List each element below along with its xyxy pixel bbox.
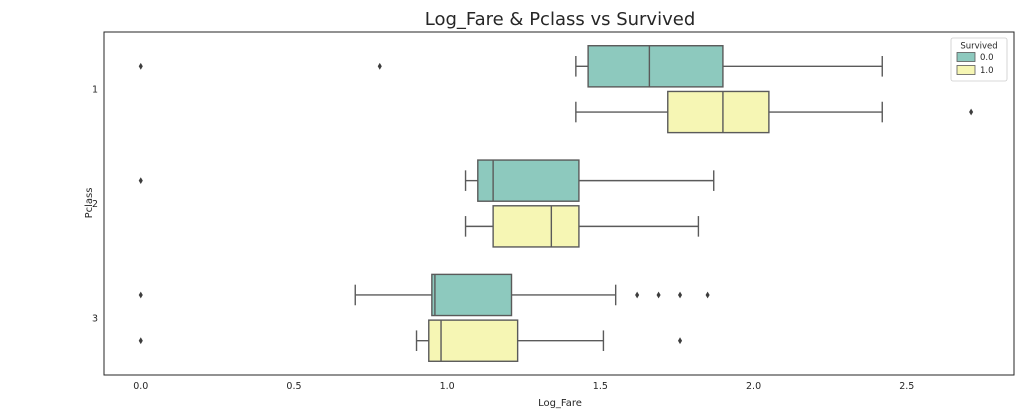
box-iqr — [477, 159, 580, 202]
box-iqr — [587, 45, 724, 88]
box-group — [138, 159, 715, 202]
legend-label: 0.0 — [980, 53, 994, 63]
x-tick-label: 2.0 — [746, 381, 761, 392]
box-group — [575, 90, 974, 134]
outlier-point — [969, 108, 974, 116]
x-axis-label: Log_Fare — [538, 398, 582, 409]
y-axis-label: Pclass — [84, 188, 95, 219]
outlier-point — [138, 177, 143, 185]
box-iqr — [667, 90, 770, 134]
legend: Survived 0.01.0 — [950, 37, 1008, 82]
outlier-point — [138, 291, 143, 299]
x-tick-label: 0.5 — [286, 381, 301, 392]
chart-title: Log_Fare & Pclass vs Survived — [425, 9, 696, 30]
outlier-point — [635, 291, 640, 299]
legend-items: 0.01.0 — [956, 52, 994, 76]
box-group — [138, 273, 710, 317]
box-group — [138, 45, 883, 88]
outlier-point — [138, 337, 143, 345]
outlier-point — [677, 291, 683, 299]
legend-label: 1.0 — [980, 66, 994, 76]
box-group — [464, 205, 700, 248]
x-axis-ticks: 0.0 0.5 1.0 1.5 2.0 2.5 — [133, 381, 914, 392]
y-axis-ticks: 1 2 3 — [92, 85, 98, 325]
box-iqr — [428, 319, 519, 362]
box-iqr — [431, 273, 513, 317]
legend-title: Survived — [960, 42, 997, 52]
outlier-point — [677, 337, 683, 345]
x-tick-label: 0.0 — [133, 381, 148, 392]
y-tick-label: 1 — [92, 85, 98, 96]
x-tick-label: 1.5 — [593, 381, 608, 392]
outlier-point — [138, 62, 143, 70]
box-group — [138, 319, 683, 362]
y-tick-label: 3 — [92, 313, 98, 324]
outlier-point — [377, 62, 382, 70]
x-tick-label: 1.0 — [440, 381, 455, 392]
plot-area-frame — [103, 31, 1015, 376]
outlier-point — [656, 291, 661, 299]
outlier-point — [705, 291, 710, 299]
box-iqr — [492, 205, 580, 248]
y-tick-label: 2 — [92, 199, 98, 210]
legend-swatch — [956, 52, 976, 62]
legend-swatch — [956, 65, 976, 75]
boxes-layer — [138, 45, 974, 362]
x-tick-label: 2.5 — [899, 381, 914, 392]
